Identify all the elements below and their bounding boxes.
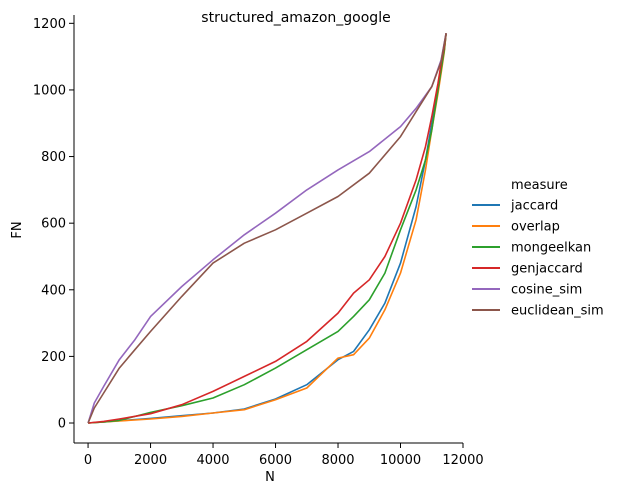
x-tick-label: 10000	[380, 453, 421, 468]
series-line-cosine-sim	[87, 33, 447, 424]
x-tick-label: 8000	[321, 453, 354, 468]
y-tick-label: 600	[41, 217, 66, 232]
x-axis-label: N	[265, 470, 275, 485]
legend: measure jaccard overlap mongeelkan genjacca…	[472, 178, 604, 319]
y-tick-label: 200	[41, 350, 66, 365]
plot-area	[87, 33, 447, 424]
series-line-mongeelkan	[88, 33, 447, 424]
y-axis-label: FN	[10, 221, 25, 238]
legend-label-euclidean-sim: euclidean_sim	[511, 304, 604, 319]
y-tick-label: 1000	[33, 83, 66, 98]
series-line-overlap	[88, 33, 447, 424]
x-tick-label: 2000	[134, 453, 167, 468]
y-tick-label: 1200	[33, 17, 66, 32]
legend-label-jaccard: jaccard	[510, 199, 558, 214]
series-line-euclidean-sim	[87, 33, 447, 424]
series-line-genjaccard	[88, 33, 447, 424]
y-tick-label: 0	[58, 417, 66, 432]
legend-title: measure	[511, 178, 568, 193]
y-axis-ticks: 0 200 400 600 800 1000 1200	[33, 17, 74, 432]
chart-title: structured_amazon_google	[201, 10, 390, 26]
y-tick-label: 400	[41, 283, 66, 298]
legend-label-cosine-sim: cosine_sim	[511, 283, 582, 298]
legend-label-genjaccard: genjaccard	[511, 262, 583, 277]
y-tick-label: 800	[41, 150, 66, 165]
legend-label-overlap: overlap	[511, 220, 560, 235]
x-tick-label: 4000	[196, 453, 229, 468]
x-tick-label: 6000	[259, 453, 292, 468]
x-axis-ticks: 0 2000 4000 6000 8000 10000 12000	[84, 443, 484, 468]
legend-label-mongeelkan: mongeelkan	[511, 241, 591, 256]
x-tick-label: 0	[84, 453, 92, 468]
x-tick-label: 12000	[442, 453, 483, 468]
series-line-jaccard	[88, 33, 447, 424]
